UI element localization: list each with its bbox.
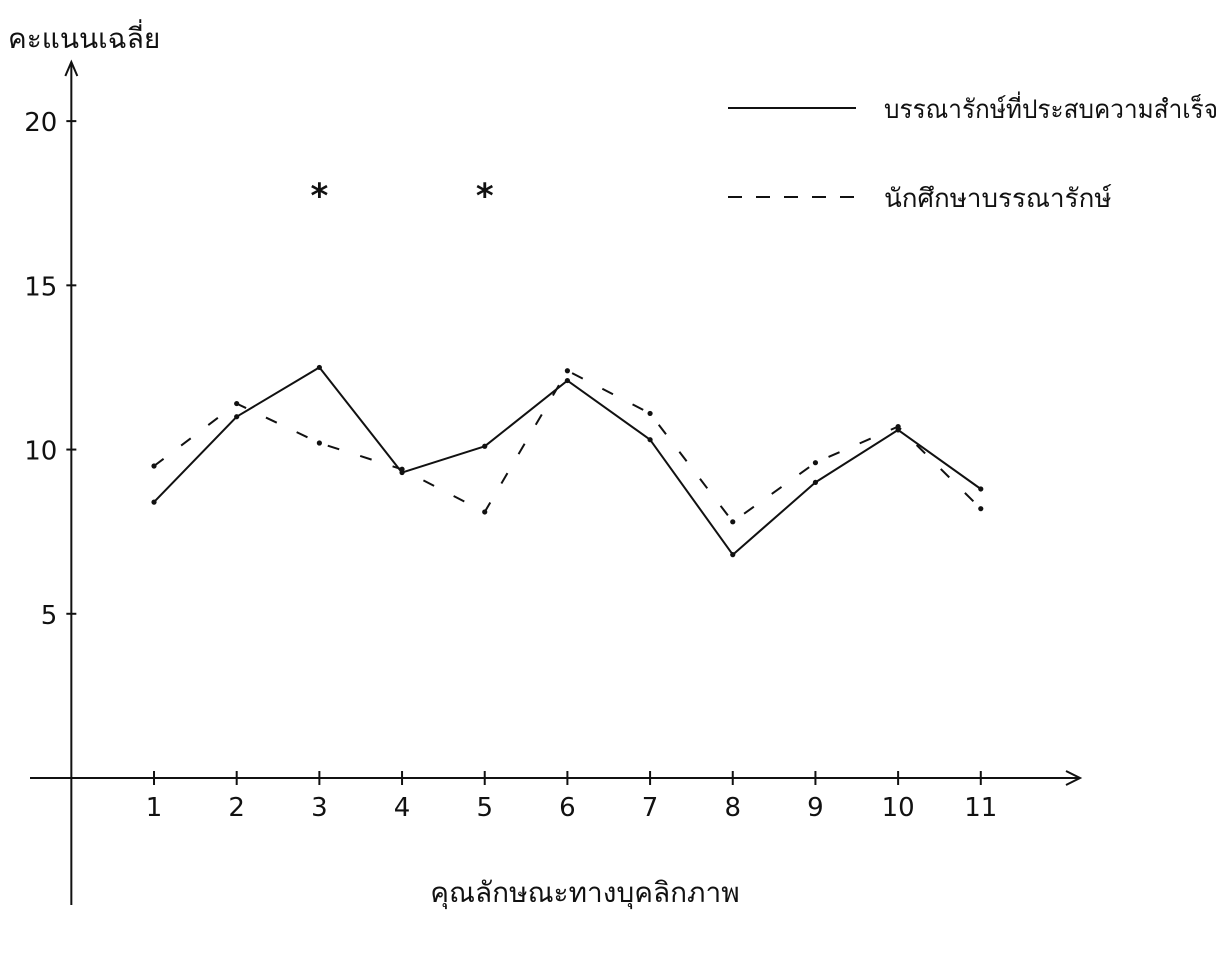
y-tick-label: 5	[41, 601, 58, 631]
data-point-library-students	[316, 440, 322, 446]
series-line-successful-librarians	[153, 366, 982, 556]
y-tick-label: 20	[24, 108, 57, 138]
x-tick-label: 7	[642, 793, 659, 823]
series-line-library-students	[153, 369, 982, 523]
legend: บรรณารักษ์ที่ประสบความสำเร็จ นักศึกษาบรร…	[728, 91, 1218, 214]
x-tick-label: 11	[964, 793, 997, 823]
data-point-library-students	[151, 463, 157, 469]
data-point-successful-librarians	[564, 377, 571, 384]
x-tick-label: 10	[882, 793, 915, 823]
significance-marker: *	[310, 176, 328, 216]
data-point-successful-librarians	[812, 479, 819, 486]
legend-label-successful-librarians: บรรณารักษ์ที่ประสบความสำเร็จ	[884, 91, 1218, 125]
y-tick-label: 10	[24, 437, 57, 467]
axes	[30, 59, 1083, 905]
y-tick-label: 15	[24, 272, 57, 302]
x-tick-label: 6	[559, 793, 576, 823]
y-axis-arrow	[64, 59, 79, 77]
x-tick-label: 2	[228, 793, 245, 823]
x-tick-label: 5	[476, 793, 493, 823]
x-tick-label: 1	[146, 793, 163, 823]
data-point-successful-librarians	[730, 552, 736, 558]
x-axis-arrow	[1065, 770, 1083, 786]
series	[151, 364, 984, 558]
x-axis-title: คุณลักษณะทางบุคลิกภาพ	[430, 876, 739, 910]
data-point-library-students	[482, 509, 488, 515]
significance-marker: *	[476, 176, 494, 216]
data-point-successful-librarians	[978, 486, 984, 492]
data-point-library-students	[399, 466, 405, 472]
data-point-successful-librarians	[316, 364, 322, 371]
x-tick-label: 8	[724, 793, 741, 823]
x-tick-label: 3	[311, 793, 328, 823]
data-point-successful-librarians	[482, 443, 488, 449]
y-axis-title: คะแนนเฉลี่ย	[8, 19, 160, 55]
data-point-library-students	[895, 423, 901, 430]
ticks: 5 10 15 20 1 2 3 4 5 6 7 8 9 10 11	[24, 108, 997, 823]
data-point-library-students	[647, 410, 653, 417]
x-tick-label: 4	[394, 793, 411, 823]
data-point-library-students	[234, 400, 240, 407]
data-point-library-students	[564, 368, 571, 374]
legend-label-library-students: นักศึกษาบรรณารักษ์	[884, 184, 1112, 214]
data-point-library-students	[978, 506, 984, 512]
annotations: * *	[310, 176, 493, 216]
data-point-successful-librarians	[151, 499, 157, 505]
x-tick-label: 9	[807, 793, 824, 823]
data-point-successful-librarians	[234, 414, 240, 420]
data-point-library-students	[812, 460, 819, 466]
data-point-successful-librarians	[647, 437, 653, 443]
data-point-library-students	[730, 519, 736, 525]
